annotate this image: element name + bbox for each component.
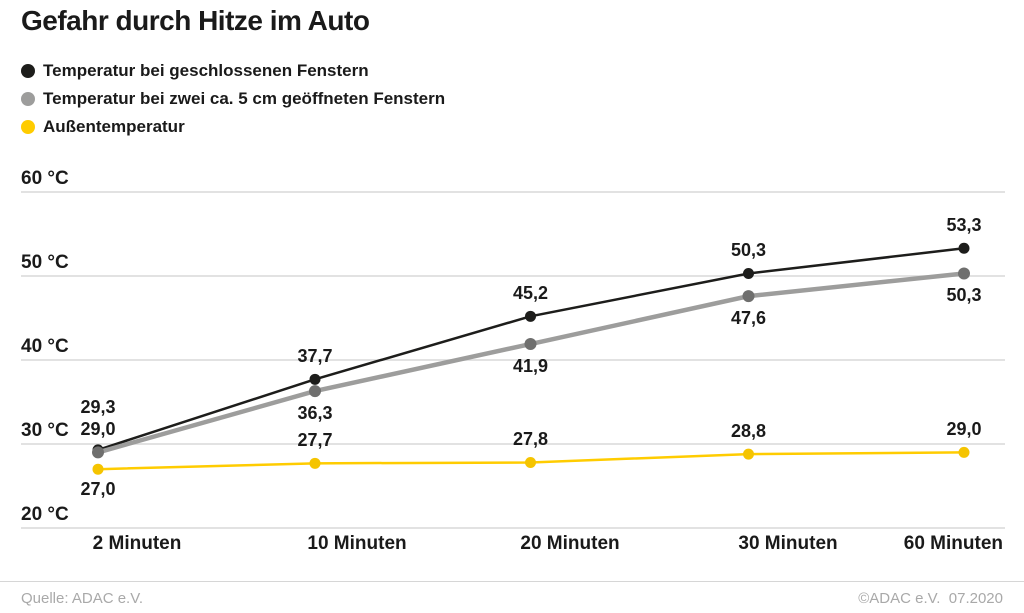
data-point: [92, 446, 104, 459]
legend-label: Temperatur bei geschlossenen Fenstern: [43, 61, 369, 80]
data-point: [958, 242, 970, 254]
legend-label: Außentemperatur: [43, 117, 185, 136]
copyright: ©ADAC e.V. 07.2020: [858, 590, 1003, 607]
data-point: [742, 290, 755, 303]
data-point: [92, 463, 104, 475]
legend-item-open-windows: Temperatur bei zwei ca. 5 cm geöffneten …: [21, 85, 445, 113]
y-axis-tick: 20 °C: [21, 504, 69, 525]
data-point: [958, 267, 970, 280]
y-axis-tick: 30 °C: [21, 420, 69, 441]
y-axis-tick: 40 °C: [21, 336, 69, 357]
legend-dot-icon: [21, 120, 35, 134]
x-axis-tick: 20 Minuten: [520, 533, 620, 554]
data-point: [958, 446, 970, 458]
data-point: [525, 310, 536, 322]
footer-divider: [0, 581, 1024, 582]
x-axis-tick: 2 Minuten: [92, 533, 182, 554]
y-axis-tick: 50 °C: [21, 252, 69, 273]
legend-dot-icon: [21, 64, 35, 78]
data-point: [309, 385, 321, 398]
legend-label: Temperatur bei zwei ca. 5 cm geöffneten …: [43, 89, 446, 108]
y-axis-tick: 60 °C: [21, 168, 69, 189]
series-line-1: [97, 271, 965, 455]
source-credit: Quelle: ADAC e.V.: [21, 590, 144, 607]
data-point: [743, 448, 754, 460]
data-point: [525, 456, 536, 468]
legend: Temperatur bei geschlossenen Fenstern Te…: [21, 57, 445, 141]
x-axis-tick: 60 Minuten: [903, 533, 1003, 554]
legend-item-closed-windows: Temperatur bei geschlossenen Fenstern: [21, 57, 445, 85]
data-point: [743, 267, 754, 279]
data-point: [524, 338, 537, 351]
x-axis-tick: 10 Minuten: [307, 533, 407, 554]
data-point: [309, 457, 321, 469]
x-axis-tick: 30 Minuten: [738, 533, 838, 554]
page-title: Gefahr durch Hitze im Auto: [21, 5, 370, 36]
legend-dot-icon: [21, 92, 35, 106]
data-point: [309, 373, 321, 385]
legend-item-outside-temperature: Außentemperatur: [21, 113, 445, 141]
